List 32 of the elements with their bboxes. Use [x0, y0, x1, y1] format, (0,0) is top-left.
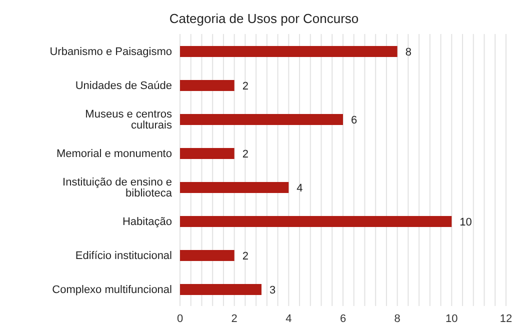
chart-title: Categoria de Usos por Concurso: [168, 10, 360, 28]
bar: [180, 80, 234, 91]
bar: [180, 284, 262, 295]
data-label: 2: [242, 148, 248, 160]
y-tick-label: Urbanismo e Paisagismo: [50, 46, 172, 58]
y-tick-label: Complexo multifuncional: [52, 284, 172, 296]
bar: [180, 182, 289, 193]
y-tick-label: Instituição de ensino e biblioteca: [62, 176, 173, 200]
data-label: 3: [270, 284, 276, 296]
data-label: 2: [242, 250, 248, 262]
bar: [180, 216, 452, 227]
bar: [180, 148, 234, 159]
y-tick-label: Habitação: [122, 216, 172, 228]
bar: [180, 114, 343, 125]
x-tick-label: 8: [394, 312, 400, 325]
x-tick-label: 0: [176, 312, 184, 325]
x-tick-label: 10: [446, 312, 458, 325]
x-tick-label: 4: [286, 312, 292, 325]
x-tick-label: 2: [231, 312, 238, 325]
y-tick-label: Museus e centros culturais: [85, 108, 172, 132]
bar: [180, 46, 398, 57]
y-tick-label: Unidades de Saúde: [75, 80, 172, 92]
data-label: 6: [351, 114, 358, 126]
y-tick-label: Edifício institucional: [75, 250, 172, 262]
data-label: 4: [296, 182, 303, 194]
x-tick-label: 12: [500, 312, 512, 325]
x-tick-label: 6: [340, 312, 346, 325]
data-label: 8: [405, 46, 412, 58]
data-label: 2: [242, 80, 248, 92]
bar: [180, 250, 234, 261]
y-tick-label: Memorial e monumento: [56, 148, 172, 160]
data-label: 10: [460, 216, 472, 228]
